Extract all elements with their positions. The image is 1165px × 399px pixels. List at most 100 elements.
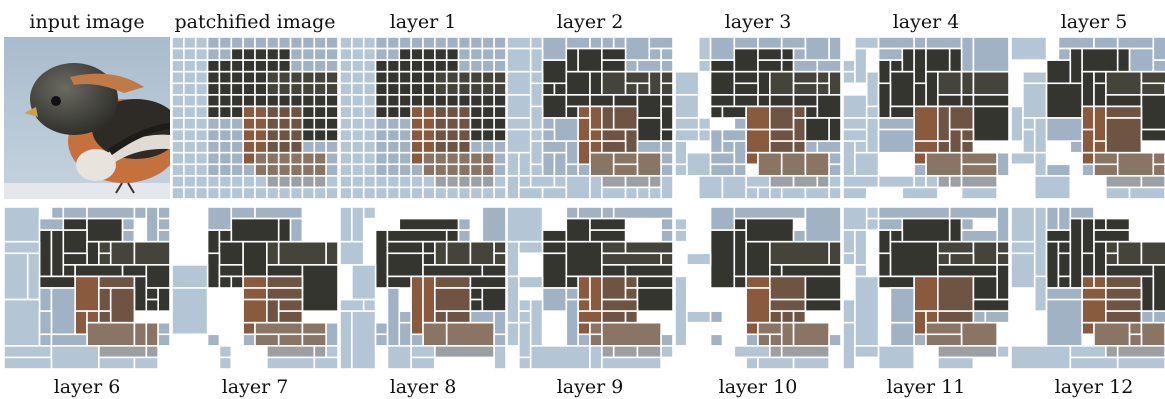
merged-patch-19 — [398, 47, 412, 61]
merged-patch-72 — [194, 94, 209, 108]
merged-patch-53 — [675, 140, 688, 166]
merged-patch-24 — [686, 310, 712, 324]
panel-label-layer-7: layer 7 — [221, 376, 289, 398]
merged-patch-23 — [804, 298, 841, 312]
merged-patch-25 — [422, 275, 436, 324]
merged-patch-73 — [589, 151, 615, 177]
merged-patch-62 — [242, 82, 256, 96]
merged-patch-29 — [145, 264, 170, 289]
merged-patch-23 — [445, 47, 460, 61]
merged-patch-76 — [660, 151, 673, 166]
merged-patch-6 — [828, 37, 841, 61]
merged-patch-97 — [493, 105, 506, 119]
merged-patch-53 — [843, 175, 880, 189]
merged-patch-92 — [518, 186, 544, 199]
merged-patch-148 — [266, 151, 280, 166]
merged-patch-105 — [254, 117, 268, 131]
merged-patch-18 — [422, 252, 436, 266]
merged-patch-149 — [277, 151, 292, 166]
panel-label-input-image: input image — [29, 11, 145, 33]
merged-patch-30 — [541, 82, 556, 96]
merged-patch-64 — [266, 82, 280, 96]
merged-patch-36 — [434, 59, 448, 73]
merged-patch-37 — [445, 59, 460, 73]
merged-patch-0 — [697, 37, 712, 61]
merged-patch-41 — [660, 94, 673, 108]
merged-patch-107 — [277, 117, 292, 131]
merged-patch-41 — [601, 310, 627, 324]
merged-patch-14 — [780, 59, 795, 73]
merged-patch-43 — [74, 310, 88, 336]
merged-patch-24 — [266, 287, 304, 301]
merged-patch-1 — [230, 207, 256, 220]
merged-patch-58 — [362, 82, 377, 96]
merged-patch-31 — [301, 321, 327, 336]
merged-patch-18 — [1011, 252, 1036, 289]
merged-patch-37 — [577, 298, 591, 312]
merged-patch-159 — [398, 163, 412, 177]
merged-patch-70 — [172, 94, 185, 108]
merged-patch-14 — [960, 229, 998, 243]
merged-patch-20 — [960, 70, 975, 96]
merged-patch-141 — [351, 151, 365, 166]
merged-patch-35 — [254, 59, 268, 73]
merged-patch-20 — [242, 275, 268, 289]
merged-patch-51 — [529, 345, 591, 369]
merged-patch-66 — [289, 82, 304, 96]
merged-patch-107 — [445, 117, 460, 131]
merged-patch-38 — [1152, 310, 1165, 324]
merged-patch-36 — [1105, 310, 1143, 324]
merged-patch-26 — [1081, 275, 1095, 289]
merged-patch-8 — [648, 37, 673, 50]
merged-patch-2 — [362, 37, 377, 50]
merged-patch-11 — [697, 59, 712, 73]
merged-patch-20 — [410, 47, 424, 61]
merged-patch-51 — [50, 333, 88, 347]
merged-patch-33 — [972, 105, 1009, 142]
merged-patch-79 — [577, 163, 591, 177]
merged-patch-2 — [1045, 207, 1060, 231]
merged-patch-109 — [301, 117, 316, 131]
merged-patch-29 — [745, 321, 759, 336]
merged-patch-179 — [301, 175, 316, 189]
merged-patch-6 — [374, 229, 389, 289]
merged-patch-16 — [865, 70, 880, 108]
merged-patch-50 — [1069, 356, 1119, 369]
merged-patch-29 — [889, 105, 915, 119]
merged-patch-50 — [937, 356, 975, 369]
merged-patch-84 — [172, 105, 185, 119]
merged-patch-192 — [457, 186, 472, 199]
merged-patch-65 — [445, 82, 460, 96]
merged-patch-4 — [218, 37, 233, 50]
merged-patch-5 — [457, 217, 472, 231]
layer-7-panel — [172, 207, 338, 369]
merged-patch-17 — [675, 70, 700, 96]
merged-patch-140 — [340, 151, 353, 166]
merged-patch-9 — [277, 37, 292, 50]
merged-patch-62 — [960, 186, 998, 199]
merged-patch-68 — [660, 140, 673, 154]
merged-patch-141 — [183, 151, 197, 166]
merged-patch-8 — [901, 47, 915, 73]
merged-patch-45 — [374, 70, 389, 85]
merged-patch-143 — [374, 151, 389, 166]
merged-patch-144 — [386, 151, 401, 166]
merged-patch-43 — [398, 321, 412, 347]
merged-patch-50 — [38, 333, 53, 347]
merged-patch-158 — [218, 163, 233, 177]
merged-patch-162 — [266, 163, 280, 177]
merged-patch-36 — [769, 333, 783, 347]
merged-patch-14 — [1093, 70, 1107, 85]
merged-patch-41 — [325, 345, 338, 359]
merged-patch-52 — [457, 70, 472, 85]
merged-patch-91 — [254, 105, 268, 119]
merged-patch-17 — [206, 47, 221, 61]
merged-patch-77 — [422, 94, 436, 108]
merged-patch-17 — [601, 59, 627, 73]
merged-patch-43 — [266, 356, 316, 369]
merged-patch-26 — [434, 275, 472, 289]
merged-patch-12 — [1045, 240, 1060, 289]
merged-patch-65 — [277, 82, 292, 96]
merged-patch-17 — [4, 240, 41, 255]
merged-patch-22 — [434, 47, 448, 61]
